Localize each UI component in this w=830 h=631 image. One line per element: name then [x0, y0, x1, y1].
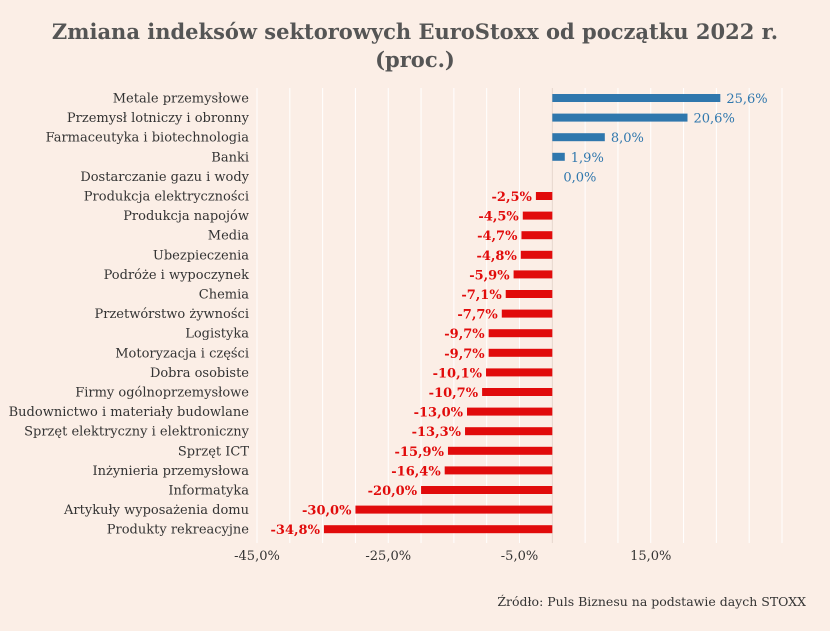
data-label: -16,4% [391, 464, 441, 479]
data-label: -2,5% [492, 190, 533, 205]
category-label: Dobra osobiste [150, 366, 249, 381]
data-label: -13,0% [414, 406, 464, 421]
chart-title-line2: (proc.) [375, 47, 455, 72]
data-label: 1,9% [571, 151, 604, 166]
x-tick-label: -25,0% [365, 549, 411, 564]
bar [552, 152, 565, 161]
data-label: -20,0% [368, 484, 418, 499]
bar [482, 388, 553, 396]
category-label: Sprzęt elektryczny i elektroniczny [24, 425, 250, 440]
data-label: -10,1% [433, 366, 483, 381]
bar [488, 348, 553, 357]
bar [505, 290, 553, 298]
data-label: -5,9% [469, 268, 510, 283]
category-label: Artykuły wyposażenia domu [63, 503, 249, 518]
x-tick-label: -45,0% [234, 549, 280, 564]
category-label: Sprzęt ICT [178, 444, 249, 459]
bar [486, 368, 553, 377]
data-label: 20,6% [694, 112, 735, 127]
data-label: 25,6% [726, 92, 767, 107]
bar [323, 525, 553, 534]
data-label: -7,1% [461, 288, 502, 303]
category-label: Firmy ogólnoprzemysłowe [75, 386, 249, 401]
data-label: -9,7% [444, 347, 485, 362]
category-label: Przemysł lotniczy i obronny [67, 111, 250, 126]
data-label: -13,3% [412, 425, 462, 440]
chart-title-line1: Zmiana indeksów sektorowych EuroStoxx od… [51, 19, 779, 44]
bar [513, 270, 553, 279]
data-label: 0,0% [563, 170, 596, 185]
x-tick-label: 15,0% [630, 549, 671, 564]
bar [501, 309, 553, 318]
bar [465, 427, 553, 436]
bar [552, 133, 605, 142]
bar [535, 192, 553, 200]
chart-title: Zmiana indeksów sektorowych EuroStoxx od… [0, 18, 830, 74]
category-label: Logistyka [185, 327, 249, 342]
category-label: Ubezpieczenia [153, 248, 249, 263]
category-label: Podróże i wypoczynek [104, 268, 250, 283]
data-label: -4,5% [478, 210, 519, 225]
bar [520, 250, 553, 259]
category-label: Budownictwo i materiały budowlane [9, 405, 250, 420]
data-label: -15,9% [395, 445, 445, 460]
bar [447, 446, 553, 455]
bar [467, 407, 553, 416]
data-label: -30,0% [302, 504, 352, 519]
data-label: -7,7% [457, 308, 498, 323]
bar [552, 94, 721, 102]
bar [521, 231, 553, 240]
x-tick-label: -5,0% [501, 549, 538, 564]
bar [522, 211, 553, 220]
category-label: Media [208, 229, 249, 244]
category-label: Metale przemysłowe [113, 92, 250, 107]
category-label: Motoryzacja i części [115, 346, 249, 361]
bar [444, 466, 553, 475]
category-label: Farmaceutyka i biotechnologia [46, 131, 250, 146]
data-label: 8,0% [611, 131, 644, 146]
data-label: -9,7% [444, 327, 485, 342]
category-label: Produkcja elektryczności [84, 190, 249, 205]
category-label: Dostarczanie gazu i wody [80, 170, 249, 185]
data-label: -4,8% [476, 249, 517, 264]
data-label: -4,7% [477, 229, 518, 244]
source-note: Źródło: Puls Biznesu na podstawie daych … [497, 594, 806, 609]
bar [421, 486, 553, 494]
category-label: Chemia [199, 288, 249, 303]
category-label: Inżynieria przemysłowa [92, 464, 249, 479]
bar [488, 329, 553, 338]
category-label: Produkcja napojów [123, 209, 249, 224]
data-label: -34,8% [271, 523, 321, 538]
category-label: Produkty rekreacyjne [107, 523, 250, 538]
bar [552, 113, 688, 122]
category-label: Przetwórstwo żywności [94, 307, 249, 322]
data-label: -10,7% [429, 386, 479, 401]
category-label: Banki [211, 150, 249, 165]
category-label: Informatyka [168, 484, 249, 499]
bar [355, 505, 553, 514]
